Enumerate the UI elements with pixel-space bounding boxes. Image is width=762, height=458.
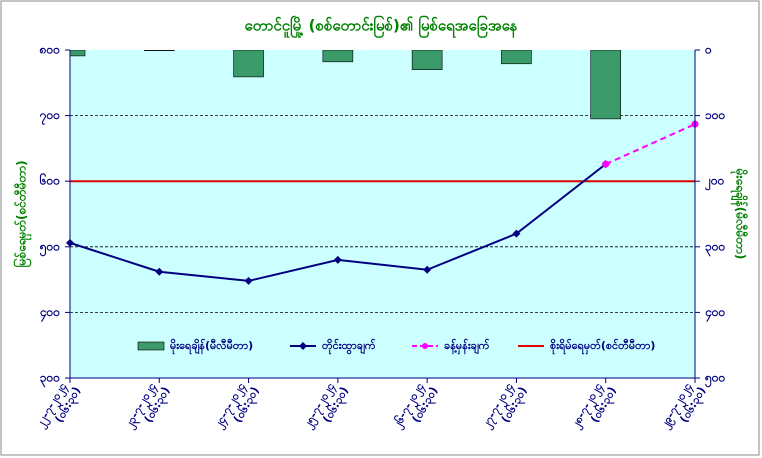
line <box>605 123 696 166</box>
y2-axis-title: မိုးရေချိန်(မီလီမီတာ) <box>730 168 750 260</box>
point <box>333 255 342 264</box>
bar <box>590 50 622 120</box>
legend-marker <box>422 343 428 349</box>
y-tick-label: ၃၀၀ <box>40 371 61 389</box>
y-axis-title: မြစ်ရေမှတ်(စင်တီမီတာ) <box>12 160 33 267</box>
legend-swatch <box>137 341 165 351</box>
y-tick-label: ၆၀၀ <box>39 172 61 188</box>
point <box>512 229 521 238</box>
legend-label: ခန့်မှန်းချက် <box>444 338 490 355</box>
y-tick-label: ၅၀၀ <box>39 239 61 257</box>
legend-label: မိုးရေချိန်(မီလီမီတာ) <box>170 338 253 355</box>
y-tick-label: ၄၀၀ <box>39 305 61 323</box>
point <box>244 276 253 285</box>
bar <box>322 50 354 63</box>
bar <box>143 50 175 51</box>
bar-group <box>70 50 622 120</box>
bar <box>70 50 86 57</box>
y-tick-label: ၇၀၀ <box>39 108 61 126</box>
legend-label: တိုင်းထွာချက် <box>322 338 376 355</box>
y2-tick-label: ၀ <box>704 43 712 57</box>
y2-tick-label: ၂၀၀ <box>704 174 725 192</box>
bar <box>501 50 532 65</box>
y2-tick-label: ၅၀၀ <box>704 371 726 389</box>
point <box>155 267 164 276</box>
y2-tick-label: ၃၀၀ <box>705 239 726 257</box>
legend-label: စိုးရိမ်ရေမှတ်(စင်တီမီတာ) <box>550 338 655 355</box>
y2-tick-label: ၄၀၀ <box>704 305 726 323</box>
legend-marker <box>299 342 307 350</box>
point <box>423 265 432 274</box>
bar <box>233 50 264 78</box>
bar <box>411 50 443 70</box>
point <box>602 160 610 168</box>
y2-tick-label: ၁၀၀ <box>705 108 726 122</box>
y-tick-label: ၈၀၀ <box>39 43 61 57</box>
